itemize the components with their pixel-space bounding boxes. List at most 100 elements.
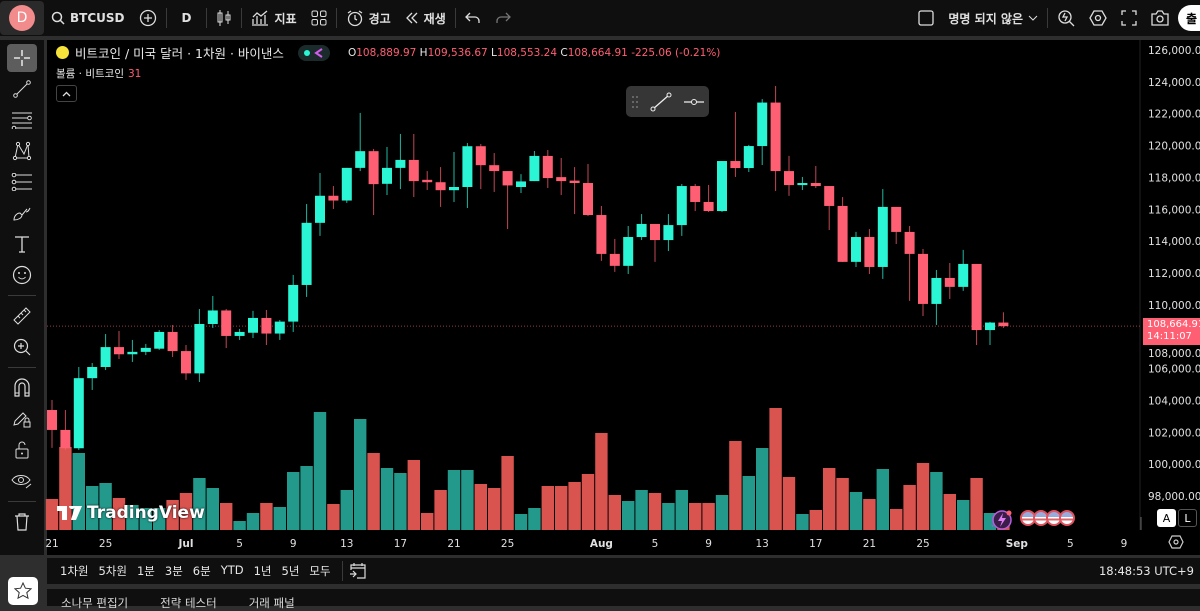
user-menu-button[interactable]: D: [0, 1, 44, 35]
alert-button[interactable]: 경고: [339, 0, 398, 36]
redo-icon: [496, 12, 511, 23]
bottom-tab[interactable]: 거래 패널: [248, 596, 295, 610]
timezone-clock[interactable]: 18:48:53 UTC+9: [1098, 564, 1194, 578]
favorites-button[interactable]: [8, 577, 38, 605]
ruler-icon: [13, 307, 31, 325]
replay-button[interactable]: 재생: [398, 0, 453, 36]
avatar: D: [9, 5, 35, 31]
candle-body: [904, 231, 915, 254]
market-open-dot-icon: [303, 49, 310, 56]
trend-line-icon: [13, 80, 31, 98]
hide-drawings-tool[interactable]: [7, 467, 37, 495]
axis-settings-icon[interactable]: [1168, 534, 1184, 550]
candle-body: [408, 159, 419, 182]
interval-button[interactable]: D: [169, 0, 205, 36]
candles-icon: [217, 10, 231, 26]
volume-bar: [220, 503, 233, 530]
volume-bar: [153, 508, 166, 530]
go-to-date-icon[interactable]: [349, 562, 367, 580]
volume-bar: [715, 495, 729, 530]
timeframe-button[interactable]: 1년: [253, 564, 272, 578]
crosshair-tool[interactable]: [7, 44, 37, 72]
timeframe-button[interactable]: 6분: [192, 564, 211, 578]
templates-button[interactable]: [304, 0, 334, 36]
symbol-search-button[interactable]: BTCUSD: [44, 0, 132, 36]
candlestick-chart[interactable]: 126,000.00 124,000.00 122,000.00 120,000.00…: [0, 0, 1200, 556]
candle-body: [368, 151, 379, 185]
price-tick-label: 116,000.00: [1148, 204, 1200, 216]
us-flag-event-icon[interactable]: [1059, 510, 1075, 526]
timeframe-button[interactable]: 1차원: [60, 564, 89, 578]
price-tick-label: 100,000.00: [1148, 459, 1200, 471]
symbol-title[interactable]: 비트코인 / 미국 달러 · 1차원 · 바이낸스: [75, 46, 284, 61]
chart-type-button[interactable]: [209, 0, 239, 36]
trend-line-icon[interactable]: [650, 92, 672, 112]
low-label: L: [491, 46, 497, 59]
horizontal-ray-icon[interactable]: [684, 98, 704, 106]
zoom-in-icon: [13, 338, 31, 356]
indicators-label: 지표: [274, 11, 297, 26]
volume-bar: [756, 448, 769, 530]
undo-button[interactable]: [458, 0, 488, 36]
candle-body: [435, 182, 446, 191]
layout-select-button[interactable]: [911, 0, 941, 36]
timeframe-button[interactable]: YTD: [220, 563, 244, 577]
tradingview-logo[interactable]: TradingView: [57, 503, 205, 523]
redo-button[interactable]: [488, 0, 518, 36]
brush-tool[interactable]: [7, 199, 37, 227]
bottom-tab[interactable]: 소나무 편집기: [61, 596, 129, 610]
time-tick-label: 5: [652, 538, 659, 550]
compare-symbol-button[interactable]: [132, 0, 164, 36]
volume-legend[interactable]: 볼륨 · 비트코인 31: [56, 66, 141, 81]
publish-button[interactable]: 출: [1178, 5, 1200, 31]
remove-drawings-tool[interactable]: [7, 508, 37, 536]
price-tick-label: 120,000.00: [1148, 141, 1200, 153]
log-scale-button[interactable]: L: [1178, 509, 1197, 527]
price-tick-label: 104,000.00: [1148, 395, 1200, 407]
chart-pane[interactable]: [47, 40, 1200, 555]
drag-handle-icon[interactable]: [632, 95, 638, 108]
time-tick-label: 13: [756, 538, 769, 550]
volume-bar: [970, 478, 983, 530]
collapse-legend-button[interactable]: [56, 85, 77, 102]
fullscreen-button[interactable]: [1114, 0, 1144, 36]
chevron-up-icon: [62, 91, 71, 96]
trend-line-tool[interactable]: [7, 75, 37, 103]
lightning-event-icon[interactable]: [989, 509, 1013, 531]
layout-name-dropdown[interactable]: 명명 되지 않은: [941, 0, 1045, 36]
emoji-tool[interactable]: [7, 261, 37, 289]
timeframe-button[interactable]: 1분: [136, 564, 155, 578]
measure-tool[interactable]: [7, 302, 37, 330]
search-icon: [51, 11, 65, 25]
lock-all-tool[interactable]: [7, 436, 37, 464]
volume-bar: [407, 460, 420, 530]
open-label: O: [347, 46, 357, 59]
ohlc-values: O108,889.97 H109,536.67 L108,553.24 C108…: [348, 47, 720, 59]
timeframe-button[interactable]: 5차원: [98, 564, 127, 578]
volume-bar: [421, 513, 434, 530]
volume-bar: [849, 492, 863, 530]
time-tick-label: 21: [447, 538, 460, 550]
pattern-tool[interactable]: [7, 137, 37, 165]
prediction-tool[interactable]: [7, 168, 37, 196]
auto-scale-button[interactable]: A: [1157, 509, 1176, 527]
volume-bar: [863, 499, 876, 530]
candle-body: [797, 183, 808, 186]
fib-tool[interactable]: [7, 106, 37, 134]
candle-body: [207, 310, 218, 324]
quick-search-button[interactable]: [1050, 0, 1082, 36]
market-status-badge[interactable]: [297, 44, 330, 61]
timeframe-button[interactable]: 3분: [164, 564, 183, 578]
snapshot-button[interactable]: [1144, 0, 1176, 36]
candle-body: [743, 146, 754, 169]
indicators-button[interactable]: 지표: [244, 0, 303, 36]
timeframe-button[interactable]: 모두: [309, 564, 331, 578]
lock-drawings-tool[interactable]: [7, 405, 37, 433]
settings-button[interactable]: [1082, 0, 1114, 36]
text-tool[interactable]: [7, 230, 37, 258]
bottom-tab[interactable]: 전략 테스터: [160, 596, 217, 610]
timeframe-button[interactable]: 5년: [281, 564, 300, 578]
price-tick-label: 112,000.00: [1148, 268, 1200, 280]
magnet-tool[interactable]: [7, 374, 37, 402]
zoom-in-tool[interactable]: [7, 333, 37, 361]
